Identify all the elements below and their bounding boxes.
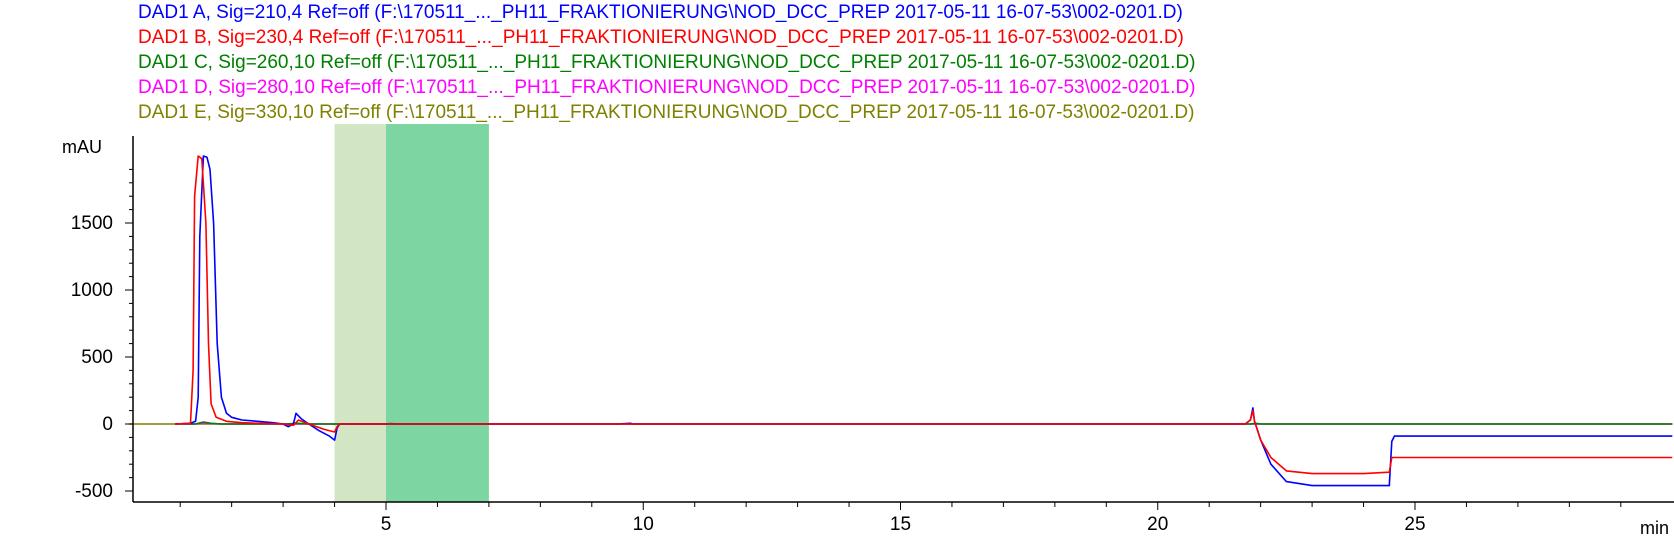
legend-entry-dad1-e: DAD1 E, Sig=330,10 Ref=off (F:\170511_..… [138, 102, 1195, 123]
y-tick-label: 500 [81, 347, 113, 368]
x-tick-label: 25 [1404, 514, 1425, 535]
legend-entry-dad1-a: DAD1 A, Sig=210,4 Ref=off (F:\170511_...… [138, 2, 1183, 23]
legend-entry-dad1-b: DAD1 B, Sig=230,4 Ref=off (F:\170511_...… [138, 27, 1184, 48]
fraction-region-2 [386, 124, 489, 502]
y-tick-label: 0 [102, 414, 113, 435]
y-tick-label: 1500 [71, 213, 113, 234]
fraction-region-1 [334, 124, 386, 502]
y-tick-label: -500 [75, 481, 113, 502]
x-tick-label: 20 [1147, 514, 1168, 535]
x-tick-label: 10 [633, 514, 654, 535]
legend: DAD1 A, Sig=210,4 Ref=off (F:\170511_...… [138, 0, 1196, 125]
x-axis-unit-label: min [1640, 518, 1669, 538]
x-tick-label: 5 [381, 514, 392, 535]
y-tick-label: 1000 [71, 280, 113, 301]
legend-entry-dad1-d: DAD1 D, Sig=280,10 Ref=off (F:\170511_..… [138, 77, 1196, 98]
y-axis-unit-label: mAU [62, 137, 102, 157]
y-axis-ticks: -500 0 500 1000 1500 [71, 168, 133, 502]
x-tick-label: 15 [890, 514, 911, 535]
series-line-dad1-b [175, 155, 1673, 475]
x-axis-ticks: 5 10 15 20 25 [179, 502, 1622, 535]
series-layer [128, 155, 1673, 487]
fraction-regions [334, 124, 489, 502]
legend-entry-dad1-c: DAD1 C, Sig=260,10 Ref=off (F:\170511_..… [138, 52, 1196, 73]
